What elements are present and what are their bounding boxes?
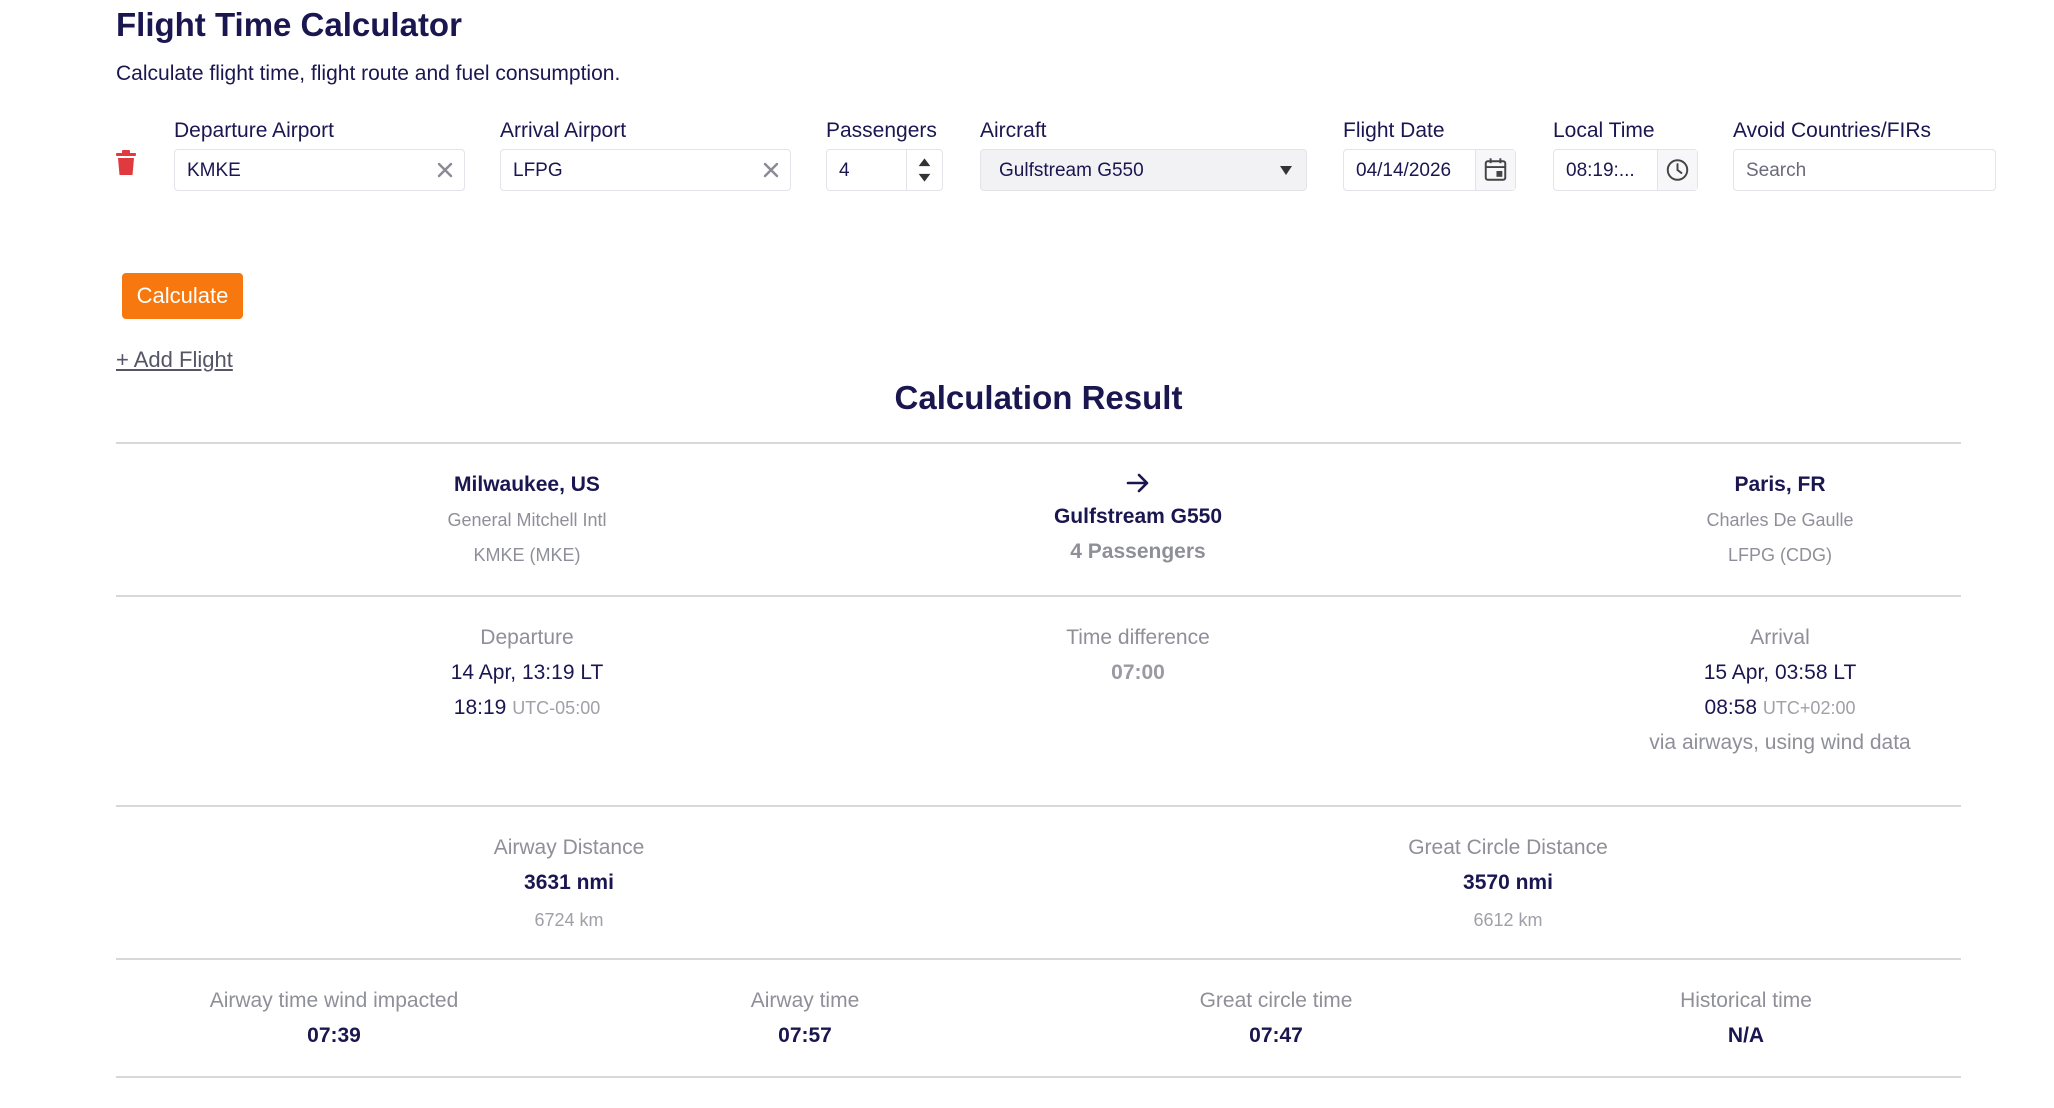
divider xyxy=(116,595,1961,597)
aircraft-value: Gulfstream G550 xyxy=(999,160,1144,181)
chevron-down-icon xyxy=(1280,166,1292,175)
departure-block: Departure 14 Apr, 13:19 LT 18:19 UTC-05:… xyxy=(312,625,742,721)
destination-code: LFPG (CDG) xyxy=(1727,545,1832,565)
calendar-icon[interactable] xyxy=(1475,150,1515,190)
passengers-stepper[interactable]: 4 xyxy=(826,149,943,191)
arrival-local-time: 15 Apr, 03:58 LT xyxy=(1703,661,1857,684)
passengers-label: Passengers xyxy=(826,119,937,142)
time-value: 07:57 xyxy=(778,1024,832,1047)
aircraft-block: Gulfstream G550 4 Passengers xyxy=(923,472,1353,565)
clear-icon[interactable] xyxy=(434,159,456,181)
aircraft-name: Gulfstream G550 xyxy=(1053,505,1223,528)
arrival-note: via airways, using wind data xyxy=(1649,731,1911,754)
destination-city: Paris, FR xyxy=(1734,473,1826,496)
avoid-countries-placeholder: Search xyxy=(1746,160,1807,181)
arrival-airport-input[interactable]: LFPG xyxy=(500,149,791,191)
aircraft-select[interactable]: Gulfstream G550 xyxy=(980,149,1307,191)
departure-utc-offset: UTC-05:00 xyxy=(512,698,601,718)
flight-date-value: 04/14/2026 xyxy=(1356,160,1452,181)
flight-date-label: Flight Date xyxy=(1343,119,1445,142)
great-circle-time-block: Great circle time 07:47 xyxy=(1121,988,1431,1049)
trash-icon[interactable] xyxy=(116,150,136,176)
page-subtitle: Calculate flight time, flight route and … xyxy=(116,62,621,85)
passengers-value: 4 xyxy=(839,160,850,181)
time-difference-label: Time difference xyxy=(1066,626,1210,649)
arrival-label: Arrival xyxy=(1750,626,1810,649)
time-label: Great circle time xyxy=(1199,989,1353,1012)
airway-time-wind-block: Airway time wind impacted 07:39 xyxy=(179,988,489,1049)
time-value: N/A xyxy=(1727,1024,1765,1047)
time-difference-value: 07:00 xyxy=(1111,661,1165,684)
historical-time-block: Historical time N/A xyxy=(1591,988,1901,1049)
great-circle-distance-km: 6612 km xyxy=(1473,910,1543,930)
departure-utc-time: 18:19 xyxy=(453,696,507,719)
divider xyxy=(116,958,1961,960)
divider xyxy=(116,442,1961,444)
arrival-airport-value: LFPG xyxy=(513,160,563,181)
airway-distance-km: 6724 km xyxy=(534,910,604,930)
origin-block: Milwaukee, US General Mitchell Intl KMKE… xyxy=(312,472,742,566)
great-circle-distance-nmi: 3570 nmi xyxy=(1463,871,1553,894)
arrival-block: Arrival 15 Apr, 03:58 LT 08:58 UTC+02:00… xyxy=(1565,625,1995,756)
destination-block: Paris, FR Charles De Gaulle LFPG (CDG) xyxy=(1565,472,1995,566)
local-time-label: Local Time xyxy=(1553,119,1655,142)
calculate-button[interactable]: Calculate xyxy=(122,273,243,319)
arrival-utc-time: 08:58 xyxy=(1704,696,1758,719)
airway-distance-block: Airway Distance 3631 nmi 6724 km xyxy=(334,835,804,931)
arrival-airport-label: Arrival Airport xyxy=(500,119,627,142)
departure-utc: 18:19 UTC-05:00 xyxy=(312,695,742,721)
local-time-value: 08:19:... xyxy=(1566,160,1635,181)
departure-label: Departure xyxy=(480,626,574,649)
time-value: 07:47 xyxy=(1249,1024,1303,1047)
stepper-arrows-icon[interactable] xyxy=(906,150,942,190)
origin-airport: General Mitchell Intl xyxy=(447,510,607,530)
time-label: Historical time xyxy=(1680,989,1812,1012)
arrow-right-icon xyxy=(1126,473,1149,493)
time-value: 07:39 xyxy=(307,1024,361,1047)
clock-icon[interactable] xyxy=(1657,150,1697,190)
aircraft-label: Aircraft xyxy=(980,119,1047,142)
local-time-input[interactable]: 08:19:... xyxy=(1553,149,1698,191)
great-circle-distance-label: Great Circle Distance xyxy=(1408,836,1608,859)
airway-distance-label: Airway Distance xyxy=(493,836,645,859)
time-label: Airway time xyxy=(750,989,860,1012)
calculation-result-title: Calculation Result xyxy=(894,379,1183,416)
departure-airport-value: KMKE xyxy=(187,160,241,181)
arrival-utc: 08:58 UTC+02:00 xyxy=(1565,695,1995,721)
destination-airport: Charles De Gaulle xyxy=(1706,510,1854,530)
divider xyxy=(116,805,1961,807)
avoid-countries-label: Avoid Countries/FIRs xyxy=(1733,119,1932,142)
divider xyxy=(116,1076,1961,1078)
origin-code: KMKE (MKE) xyxy=(473,545,581,565)
origin-city: Milwaukee, US xyxy=(454,473,600,496)
departure-local-time: 14 Apr, 13:19 LT xyxy=(450,661,604,684)
flight-date-input[interactable]: 04/14/2026 xyxy=(1343,149,1516,191)
clear-icon[interactable] xyxy=(760,159,782,181)
departure-airport-label: Departure Airport xyxy=(174,119,334,142)
time-difference-block: Time difference 07:00 xyxy=(923,625,1353,686)
avoid-countries-search-input[interactable]: Search xyxy=(1733,149,1996,191)
time-label: Airway time wind impacted xyxy=(209,989,459,1012)
great-circle-distance-block: Great Circle Distance 3570 nmi 6612 km xyxy=(1273,835,1743,931)
airway-distance-nmi: 3631 nmi xyxy=(524,871,614,894)
add-flight-link[interactable]: + Add Flight xyxy=(116,347,233,372)
page-title: Flight Time Calculator xyxy=(116,6,462,43)
departure-airport-input[interactable]: KMKE xyxy=(174,149,465,191)
arrival-utc-offset: UTC+02:00 xyxy=(1762,698,1856,718)
passenger-count: 4 Passengers xyxy=(1070,540,1206,563)
airway-time-block: Airway time 07:57 xyxy=(650,988,960,1049)
